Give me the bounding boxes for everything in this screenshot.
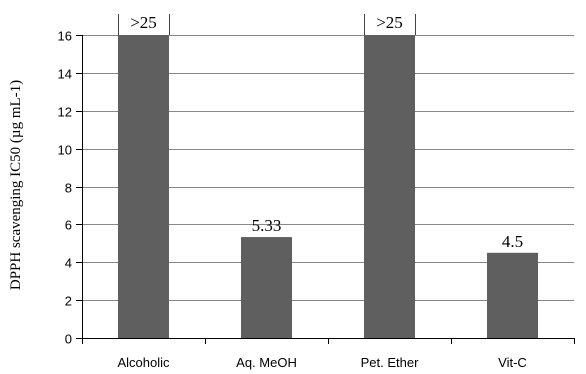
data-label: >25 (376, 13, 403, 32)
y-tick-label: 8 (65, 181, 72, 196)
x-category-label: Alcoholic (117, 355, 170, 370)
bar (364, 35, 415, 338)
data-label: 5.33 (252, 216, 282, 235)
x-category-label: Vit-C (498, 355, 527, 370)
y-tick-label: 10 (58, 143, 72, 158)
y-tick-label: 14 (58, 67, 72, 82)
data-label: >25 (130, 13, 157, 32)
x-category-labels: Alcoholic Aq. MeOH Pet. Ether Vit-C (117, 355, 526, 370)
data-label: 4.5 (502, 232, 523, 251)
y-axis-title: DPPH scavenging IC50 (µg mL-1) (8, 80, 24, 290)
y-tick-label: 16 (58, 29, 72, 44)
x-category-label: Pet. Ether (361, 355, 419, 370)
bar (241, 237, 292, 338)
axes (76, 35, 575, 344)
bar (487, 252, 538, 338)
y-tick-label: 0 (65, 332, 72, 347)
bar (118, 35, 169, 338)
y-tick-labels: 0 2 4 6 8 10 12 14 16 (58, 29, 72, 347)
y-tick-label: 6 (65, 218, 72, 233)
data-labels: >25 5.33 >25 4.5 (118, 13, 523, 251)
y-tick-label: 12 (58, 105, 72, 120)
y-tick-label: 4 (65, 256, 72, 271)
x-category-label: Aq. MeOH (236, 355, 297, 370)
y-tick-label: 2 (65, 294, 72, 309)
bars (118, 35, 538, 338)
